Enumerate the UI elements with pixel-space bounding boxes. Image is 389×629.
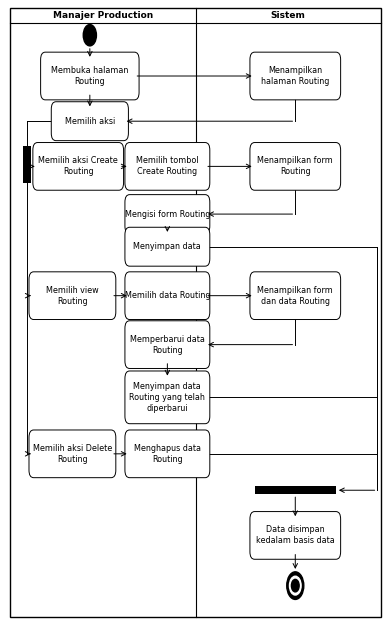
FancyBboxPatch shape [250, 143, 341, 190]
FancyBboxPatch shape [250, 52, 341, 100]
FancyBboxPatch shape [125, 272, 210, 320]
Text: Data disimpan
kedalam basis data: Data disimpan kedalam basis data [256, 525, 335, 545]
Circle shape [291, 579, 299, 592]
Text: Menghapus data
Routing: Menghapus data Routing [134, 444, 201, 464]
FancyBboxPatch shape [125, 371, 210, 424]
Text: Membuka halaman
Routing: Membuka halaman Routing [51, 66, 128, 86]
Text: Memilih aksi Delete
Routing: Memilih aksi Delete Routing [33, 444, 112, 464]
Text: Menampilkan form
dan data Routing: Menampilkan form dan data Routing [258, 286, 333, 306]
Circle shape [289, 576, 301, 595]
Text: Menyimpan data: Menyimpan data [133, 242, 201, 251]
FancyBboxPatch shape [250, 511, 341, 559]
FancyBboxPatch shape [33, 143, 124, 190]
FancyBboxPatch shape [40, 52, 139, 100]
FancyBboxPatch shape [125, 227, 210, 266]
Text: Memilih aksi: Memilih aksi [65, 117, 115, 126]
FancyBboxPatch shape [250, 272, 341, 320]
FancyBboxPatch shape [125, 143, 210, 190]
Circle shape [83, 25, 96, 46]
Text: Memperbarui data
Routing: Memperbarui data Routing [130, 335, 205, 355]
Text: Menampilkan form
Routing: Menampilkan form Routing [258, 157, 333, 176]
FancyBboxPatch shape [11, 8, 380, 617]
Text: Memilih view
Routing: Memilih view Routing [46, 286, 99, 306]
Circle shape [287, 572, 304, 599]
Text: Memilih tombol
Create Routing: Memilih tombol Create Routing [136, 157, 199, 176]
Text: Memilih data Routing: Memilih data Routing [124, 291, 210, 300]
FancyBboxPatch shape [254, 486, 336, 494]
FancyBboxPatch shape [125, 321, 210, 369]
Text: Sistem: Sistem [271, 11, 306, 19]
FancyBboxPatch shape [125, 430, 210, 477]
Text: Menyimpan data
Routing yang telah
diperbarui: Menyimpan data Routing yang telah diperb… [130, 382, 205, 413]
FancyBboxPatch shape [51, 102, 128, 141]
Text: Manajer Production: Manajer Production [53, 11, 154, 19]
FancyBboxPatch shape [23, 147, 31, 182]
FancyBboxPatch shape [29, 272, 116, 320]
Text: Menampilkan
halaman Routing: Menampilkan halaman Routing [261, 66, 329, 86]
Text: Mengisi form Routing: Mengisi form Routing [125, 209, 210, 219]
FancyBboxPatch shape [29, 430, 116, 477]
Text: Memilih aksi Create
Routing: Memilih aksi Create Routing [39, 157, 118, 176]
FancyBboxPatch shape [125, 194, 210, 233]
